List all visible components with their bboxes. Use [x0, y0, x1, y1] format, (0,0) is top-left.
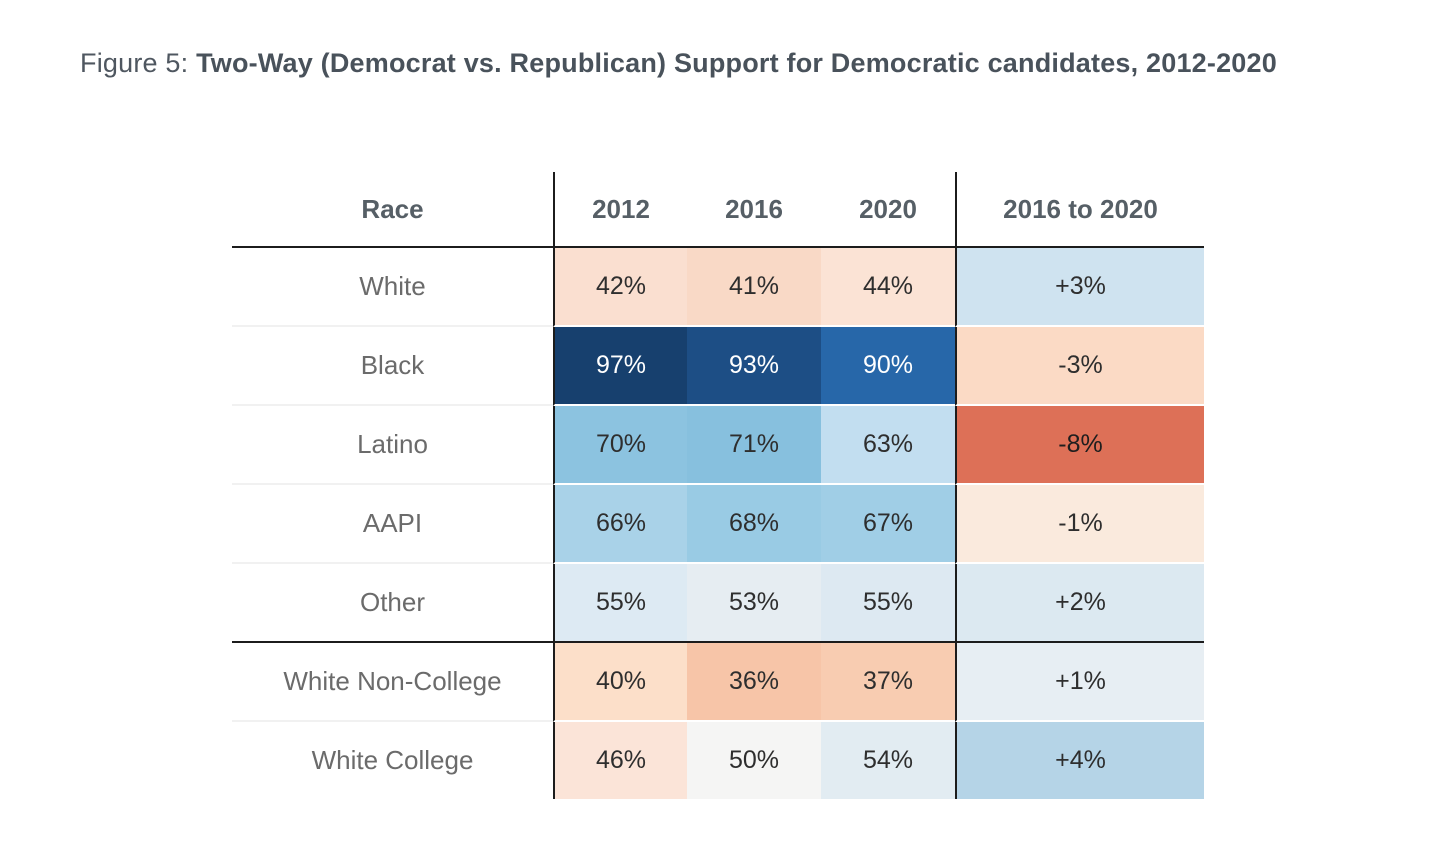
change-cell: +3%	[955, 248, 1204, 327]
figure-title-text: Two-Way (Democrat vs. Republican) Suppor…	[196, 48, 1277, 78]
heatmap-table: Race 2012 2016 2020 2016 to 2020 White 4…	[232, 172, 1204, 799]
figure-label: Figure 5:	[80, 48, 189, 78]
race-label: Other	[232, 564, 553, 643]
column-header-2020: 2020	[821, 172, 955, 248]
change-cell: +4%	[955, 722, 1204, 799]
change-cell: -3%	[955, 327, 1204, 406]
table-row-white: White 42% 41% 44% +3%	[232, 248, 1204, 327]
value-cell: 93%	[687, 327, 821, 406]
change-cell: +2%	[955, 564, 1204, 643]
value-cell: 71%	[687, 406, 821, 485]
table-row-black: Black 97% 93% 90% -3%	[232, 327, 1204, 406]
value-cell: 54%	[821, 722, 955, 799]
figure-title: Figure 5: Two-Way (Democrat vs. Republic…	[80, 48, 1277, 79]
change-cell: -8%	[955, 406, 1204, 485]
value-cell: 97%	[553, 327, 687, 406]
value-cell: 36%	[687, 643, 821, 722]
value-cell: 46%	[553, 722, 687, 799]
value-cell: 90%	[821, 327, 955, 406]
value-cell: 67%	[821, 485, 955, 564]
change-cell: -1%	[955, 485, 1204, 564]
race-label: Black	[232, 327, 553, 406]
table-row-white-college: White College 46% 50% 54% +4%	[232, 722, 1204, 799]
race-label: Latino	[232, 406, 553, 485]
value-cell: 37%	[821, 643, 955, 722]
value-cell: 40%	[553, 643, 687, 722]
value-cell: 63%	[821, 406, 955, 485]
value-cell: 53%	[687, 564, 821, 643]
value-cell: 55%	[821, 564, 955, 643]
change-cell: +1%	[955, 643, 1204, 722]
race-label: White College	[232, 722, 553, 799]
table-row-white-non-college: White Non-College 40% 36% 37% +1%	[232, 643, 1204, 722]
race-label: White	[232, 248, 553, 327]
column-header-change: 2016 to 2020	[955, 172, 1204, 248]
value-cell: 70%	[553, 406, 687, 485]
value-cell: 68%	[687, 485, 821, 564]
column-header-2012: 2012	[553, 172, 687, 248]
table-row-aapi: AAPI 66% 68% 67% -1%	[232, 485, 1204, 564]
value-cell: 42%	[553, 248, 687, 327]
race-label: AAPI	[232, 485, 553, 564]
column-header-race: Race	[232, 172, 553, 248]
header-row: Race 2012 2016 2020 2016 to 2020	[232, 172, 1204, 248]
heatmap-table-container: Race 2012 2016 2020 2016 to 2020 White 4…	[232, 172, 1204, 799]
column-header-2016: 2016	[687, 172, 821, 248]
value-cell: 55%	[553, 564, 687, 643]
table-row-latino: Latino 70% 71% 63% -8%	[232, 406, 1204, 485]
race-label: White Non-College	[232, 643, 553, 722]
table-row-other: Other 55% 53% 55% +2%	[232, 564, 1204, 643]
value-cell: 50%	[687, 722, 821, 799]
value-cell: 44%	[821, 248, 955, 327]
value-cell: 41%	[687, 248, 821, 327]
value-cell: 66%	[553, 485, 687, 564]
